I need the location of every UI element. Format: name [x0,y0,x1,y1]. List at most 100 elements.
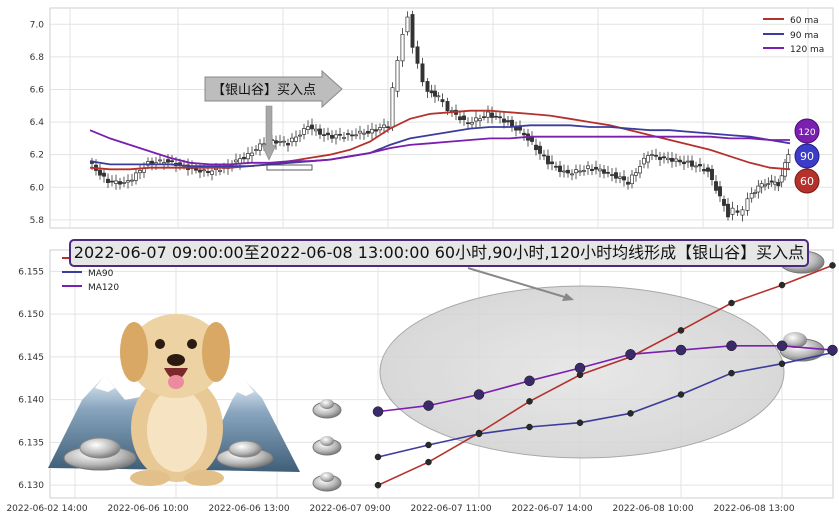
candle-body [574,169,578,174]
ma120-point [776,340,788,352]
ma60-point [728,299,735,307]
bottom-y-tick-label: 6.135 [18,438,44,448]
ma120-line [377,344,833,413]
bottom-y-axis: 6.130 6.135 6.140 6.145 6.150 6.155 [18,267,44,491]
candle-body [458,116,462,121]
callout-arrow-shape [204,69,343,109]
top-y-tick-label: 6.4 [30,118,45,128]
candle-body [310,124,314,130]
candle-body [158,159,162,162]
candle-body [415,46,420,64]
candle-body [578,170,582,173]
ma90-point [475,430,483,438]
candle-body [110,180,114,183]
ma90-point [728,369,735,377]
candle-body [134,172,138,181]
ma120-point [423,400,434,411]
candle-body [202,169,206,172]
ma60-point [425,458,432,466]
ingot-left-2-icon [312,436,342,456]
legend-label-120ma: 120 ma [790,45,824,55]
bottom-y-tick-label: 6.145 [18,353,44,363]
candle-body [710,168,714,180]
bottom-x-axis: 2022-06-02 14:00 2022-06-06 10:00 2022-06-… [6,504,794,514]
candle-body [558,165,562,172]
candle-body [518,126,522,131]
pointer-arrow-head [562,293,574,301]
badge-120-circle [794,118,820,144]
ma90-line [89,124,791,168]
candle-body [630,174,634,185]
candle-body [242,156,246,160]
dog-mascot-icon [120,314,230,486]
candle-body [334,134,338,139]
candle-body [779,175,784,183]
candle-body [470,122,474,125]
candle-body [646,155,650,163]
candle-body [278,141,282,143]
candle-body [542,154,546,157]
candle-body [486,111,490,118]
candle-body [678,159,682,163]
candle-body [354,134,358,137]
top-y-axis: 5.8 6.0 6.2 6.4 6.6 6.8 7.0 [30,20,45,226]
buy-point-callout: 【银山谷】买入点 [204,69,343,171]
candle-body [98,169,102,176]
candle-body [606,171,610,174]
ma90-point [627,410,634,417]
callout-marker-box [266,164,313,171]
candle-body [306,126,310,130]
bottom-x-tick-label: 2022-06-07 09:00 [309,504,390,514]
ma120-point [372,406,384,417]
candle-body [490,112,494,118]
candle-body [538,145,542,154]
ma60-point [374,481,382,489]
candle-body [686,160,690,163]
candle-body [478,118,482,122]
candle-body [642,157,646,165]
candle-body [433,90,437,97]
candle-body [462,115,466,120]
ma60-point [778,281,786,289]
silver-ingot-left-icon [63,437,137,471]
candle-body [318,128,322,135]
candle-body [670,157,674,162]
candle-body [654,154,658,157]
candle-body [429,90,434,94]
candle-body [405,16,410,33]
candle-body [358,130,362,134]
badge-120-label: 120 [798,128,815,138]
top-y-tick-label: 7.0 [30,20,45,30]
candle-body [386,126,390,129]
top-plot-area [49,7,834,229]
bottom-x-tick-label: 2022-06-07 14:00 [511,504,592,514]
candle-body [749,193,754,199]
candle-body [170,160,174,163]
candle-body [114,180,118,184]
ma120-point [827,344,838,356]
ma120-point [574,362,586,374]
pointer-arrow-line [467,267,569,299]
ma90-point [374,453,382,461]
bottom-ma-lines [372,262,838,489]
ma60-point [677,327,685,334]
candle-body [390,87,395,128]
ma120-point [625,349,636,360]
candle-body [106,178,110,184]
bottom-x-tick-label: 2022-06-06 13:00 [208,504,289,514]
candle-body [326,132,330,136]
candle-body [400,34,405,62]
candle-body [602,169,606,174]
candle-body [298,134,302,137]
candle-body [138,170,142,174]
candle-body [102,172,106,177]
ma120-line [89,129,790,166]
candle-body [436,95,441,98]
candle-body [769,180,774,183]
bottom-y-tick-label: 6.130 [18,481,44,491]
candle-body [302,128,306,135]
candle-body [474,117,478,122]
top-y-tick-label: 6.8 [30,53,45,63]
candle-body [126,180,130,183]
ma60-point [526,398,533,405]
